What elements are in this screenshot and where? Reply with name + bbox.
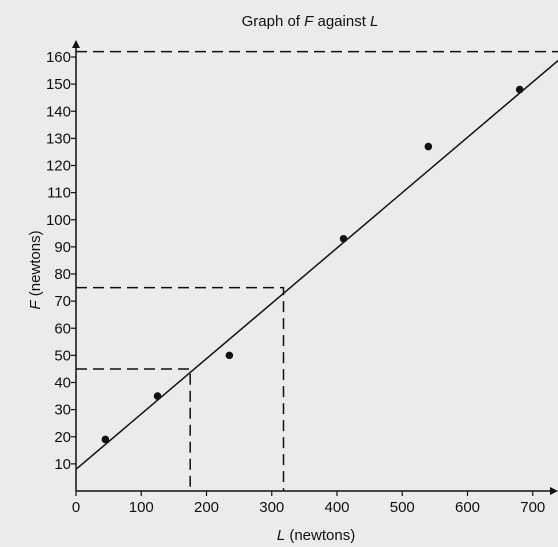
- best-fit-line-group: [75, 59, 558, 470]
- y-tick-label: 100: [46, 212, 71, 229]
- data-point: [101, 435, 110, 444]
- dashed-guide: [76, 368, 191, 491]
- y-tick-label: 160: [46, 49, 71, 66]
- x-tick-label: 100: [129, 499, 154, 516]
- data-point: [225, 351, 234, 360]
- y-tick-label: 130: [46, 130, 71, 147]
- y-tick-label: 70: [54, 293, 71, 310]
- y-tick-label: 20: [54, 429, 71, 446]
- y-tick-label: 40: [54, 375, 71, 392]
- dashed-guide: [76, 286, 285, 491]
- y-tick-label: 10: [54, 456, 71, 473]
- x-tick-label: 300: [259, 499, 284, 516]
- axes: [71, 40, 558, 496]
- x-tick-label: 500: [390, 499, 415, 516]
- dashed-guide: [76, 50, 558, 53]
- y-tick-label: 120: [46, 158, 71, 175]
- y-tick-label: 110: [47, 185, 71, 202]
- best-fit-line: [75, 59, 558, 470]
- y-tick-label: 90: [54, 239, 71, 256]
- data-point: [424, 142, 433, 151]
- y-tick-label: 140: [46, 103, 71, 120]
- data-point: [515, 85, 524, 94]
- y-tick-label: 60: [54, 320, 71, 337]
- y-tick-label: 50: [54, 347, 71, 364]
- data-point: [339, 234, 348, 243]
- x-axis-arrowhead: [550, 487, 558, 495]
- x-tick-label: 400: [324, 499, 349, 516]
- data-point: [153, 392, 162, 400]
- chart-labels: Graph of F against L L (newtons) F (newt…: [27, 13, 378, 544]
- data-points: [101, 85, 524, 444]
- x-tick-label: 200: [194, 499, 219, 516]
- tick-labels: 0100200300400500600700800102030405060708…: [46, 49, 545, 516]
- y-axis-arrowhead: [72, 40, 80, 48]
- y-tick-label: 80: [54, 266, 71, 283]
- x-axis-label: L (newtons): [277, 527, 355, 544]
- dashed-guides: [76, 50, 558, 491]
- x-tick-label: 0: [72, 499, 80, 516]
- x-tick-label: 700: [520, 499, 545, 516]
- y-tick-label: 30: [54, 402, 71, 419]
- chart-title: Graph of F against L: [242, 13, 379, 30]
- x-tick-label: 600: [455, 499, 480, 516]
- y-axis-label: F (newtons): [27, 230, 44, 309]
- y-tick-label: 150: [46, 76, 71, 93]
